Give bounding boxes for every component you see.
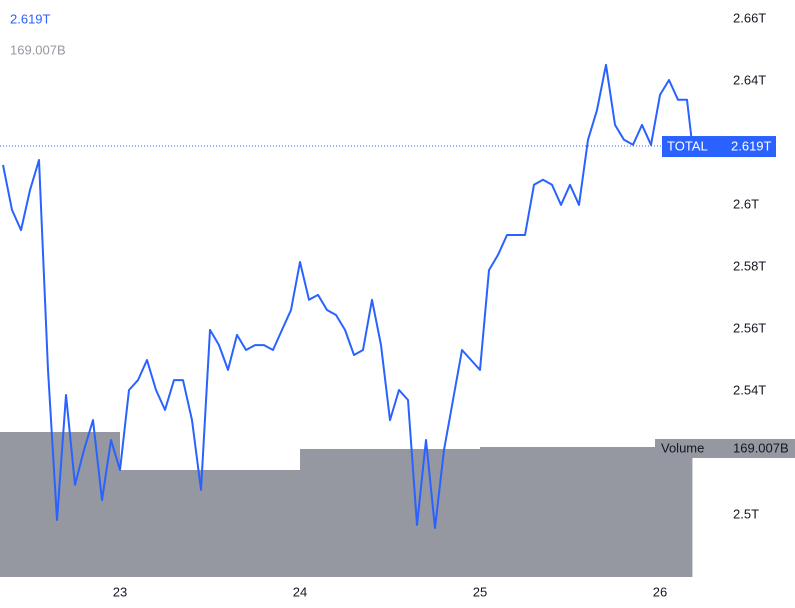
y-tick-label: 2.58T [733, 258, 766, 273]
volume-bar [300, 448, 481, 577]
y-tick-label: 2.64T [733, 72, 766, 87]
y-tick-label: 2.54T [733, 382, 766, 397]
price-line [2, 63, 694, 529]
y-tick-label: 2.66T [733, 10, 766, 25]
x-tick-label: 26 [653, 584, 667, 599]
volume-tag-name: Volume [661, 440, 704, 455]
volume-bar [0, 431, 121, 577]
volume-bar [480, 446, 693, 577]
volume-tag [655, 438, 795, 458]
volume-bar [120, 469, 301, 577]
header-volume: 169.007B [10, 42, 66, 57]
price-tag-value: 2.619T [731, 138, 772, 153]
price-tag [662, 136, 776, 158]
x-tick-label: 24 [293, 584, 307, 599]
x-tick-label: 25 [473, 584, 487, 599]
y-tick-label: 2.5T [733, 506, 759, 521]
y-tick-label: 2.6T [733, 196, 759, 211]
x-tick-label: 23 [113, 584, 127, 599]
price-tag-name: TOTAL [667, 138, 708, 153]
tags: TOTAL 2.619T Volume 169.007B [655, 136, 795, 458]
y-tick-label: 2.56T [733, 320, 766, 335]
plot-area [0, 63, 720, 577]
volume-tag-value: 169.007B [733, 440, 789, 455]
header-price: 2.619T [10, 11, 51, 26]
